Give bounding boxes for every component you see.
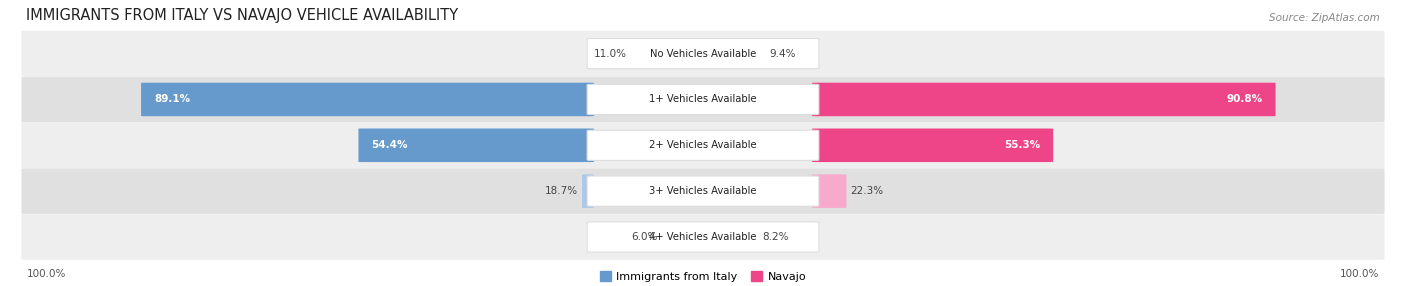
FancyBboxPatch shape: [588, 176, 818, 206]
FancyBboxPatch shape: [141, 83, 593, 116]
Text: 54.4%: 54.4%: [371, 140, 408, 150]
FancyBboxPatch shape: [582, 174, 593, 208]
FancyBboxPatch shape: [21, 214, 1385, 260]
Text: 100.0%: 100.0%: [27, 269, 66, 279]
FancyBboxPatch shape: [21, 31, 1385, 76]
Text: 3+ Vehicles Available: 3+ Vehicles Available: [650, 186, 756, 196]
Text: 90.8%: 90.8%: [1226, 94, 1263, 104]
FancyBboxPatch shape: [21, 77, 1385, 122]
FancyBboxPatch shape: [588, 222, 818, 252]
Text: No Vehicles Available: No Vehicles Available: [650, 49, 756, 59]
Text: 55.3%: 55.3%: [1004, 140, 1040, 150]
Text: 8.2%: 8.2%: [762, 232, 789, 242]
FancyBboxPatch shape: [588, 84, 818, 115]
Legend: Immigrants from Italy, Navajo: Immigrants from Italy, Navajo: [600, 271, 806, 282]
Text: 1+ Vehicles Available: 1+ Vehicles Available: [650, 94, 756, 104]
FancyBboxPatch shape: [21, 122, 1385, 168]
Text: 22.3%: 22.3%: [851, 186, 883, 196]
Text: 100.0%: 100.0%: [1340, 269, 1379, 279]
Text: 18.7%: 18.7%: [546, 186, 578, 196]
Text: 4+ Vehicles Available: 4+ Vehicles Available: [650, 232, 756, 242]
FancyBboxPatch shape: [813, 128, 1053, 162]
FancyBboxPatch shape: [21, 168, 1385, 214]
FancyBboxPatch shape: [813, 174, 846, 208]
Text: 11.0%: 11.0%: [593, 49, 627, 59]
FancyBboxPatch shape: [588, 130, 818, 160]
Text: 89.1%: 89.1%: [155, 94, 190, 104]
FancyBboxPatch shape: [359, 128, 593, 162]
FancyBboxPatch shape: [588, 39, 818, 69]
Text: IMMIGRANTS FROM ITALY VS NAVAJO VEHICLE AVAILABILITY: IMMIGRANTS FROM ITALY VS NAVAJO VEHICLE …: [27, 8, 458, 23]
FancyBboxPatch shape: [813, 83, 1275, 116]
Text: Source: ZipAtlas.com: Source: ZipAtlas.com: [1268, 13, 1379, 23]
Text: 6.0%: 6.0%: [631, 232, 658, 242]
Text: 9.4%: 9.4%: [769, 49, 796, 59]
Text: 2+ Vehicles Available: 2+ Vehicles Available: [650, 140, 756, 150]
